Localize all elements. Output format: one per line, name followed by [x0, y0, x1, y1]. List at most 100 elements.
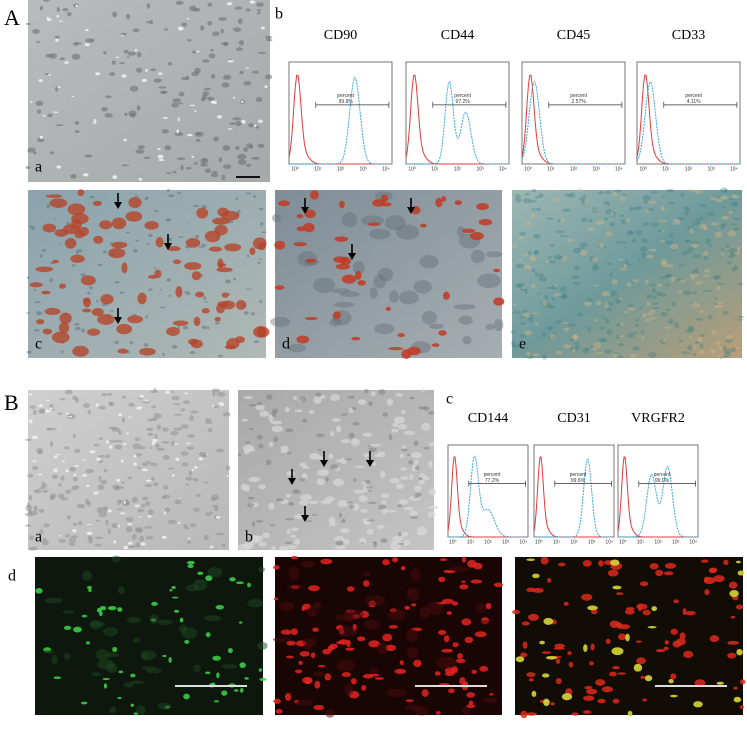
- cell: [690, 241, 700, 245]
- cell: [86, 585, 92, 590]
- cell: [245, 67, 250, 69]
- cell: [243, 541, 255, 550]
- cell: [188, 470, 193, 476]
- cell: [334, 536, 345, 542]
- cell: [564, 193, 572, 198]
- cell: [328, 516, 336, 525]
- cell: [161, 441, 170, 444]
- cell: [256, 434, 263, 440]
- cell: [72, 345, 89, 357]
- cell: [610, 211, 617, 215]
- cell: [612, 698, 620, 704]
- cell: [172, 259, 182, 265]
- cell: [141, 78, 147, 83]
- cell: [598, 560, 604, 567]
- cell: [613, 189, 622, 193]
- cell: [353, 260, 365, 275]
- cell: [451, 601, 459, 606]
- cell: [376, 524, 385, 530]
- cell: [118, 670, 124, 674]
- cell: [121, 34, 124, 37]
- cell: [721, 222, 727, 228]
- cell: [97, 263, 103, 266]
- cell: [147, 418, 156, 422]
- cell: [665, 273, 673, 278]
- cell: [511, 344, 521, 348]
- cell: [264, 85, 268, 89]
- cell: [477, 273, 501, 289]
- cell: [637, 603, 642, 612]
- cell: [645, 318, 651, 322]
- cell: [58, 283, 66, 289]
- cell: [388, 624, 398, 629]
- cell: [245, 288, 252, 290]
- x-tick-label: 10⁰: [291, 166, 299, 172]
- gate-label: percent: [654, 472, 671, 478]
- cell: [45, 399, 50, 402]
- cell: [457, 653, 463, 659]
- cell: [258, 207, 264, 211]
- x-tick-label: 10¹: [431, 166, 439, 172]
- cell: [294, 409, 303, 413]
- cell: [590, 643, 595, 651]
- cell: [707, 212, 716, 216]
- cell: [215, 448, 224, 453]
- cell: [181, 22, 188, 27]
- cell: [195, 139, 201, 142]
- cell: [220, 42, 229, 45]
- cell: [401, 445, 406, 449]
- cell: [572, 281, 581, 286]
- cell: [253, 340, 259, 344]
- cell: [661, 205, 665, 212]
- cell: [374, 677, 384, 680]
- cell: [206, 454, 209, 456]
- cell: [24, 438, 32, 442]
- x-tick-label: 10⁰: [619, 539, 627, 545]
- cell: [515, 283, 521, 288]
- cell: [584, 199, 588, 205]
- cell: [524, 221, 532, 226]
- scale-bar: [415, 685, 487, 687]
- cell: [392, 422, 399, 428]
- cell: [615, 592, 624, 596]
- x-tick-label: 10³: [502, 539, 510, 545]
- cell: [713, 274, 722, 280]
- cell: [355, 270, 362, 280]
- cell: [642, 312, 647, 318]
- cell: [719, 187, 728, 193]
- cell: [394, 668, 407, 675]
- cell: [51, 654, 58, 665]
- cell: [125, 526, 133, 533]
- arrow-head: [164, 243, 172, 250]
- cell: [337, 626, 357, 637]
- cell: [59, 57, 66, 61]
- cell: [154, 210, 159, 213]
- cell: [27, 473, 34, 478]
- cell: [715, 340, 721, 346]
- cell: [64, 238, 77, 249]
- cell: [95, 519, 101, 522]
- cell: [593, 208, 597, 211]
- arrow-head: [301, 207, 309, 214]
- cell: [663, 571, 674, 576]
- cell: [97, 455, 106, 458]
- cell: [678, 264, 686, 267]
- cell: [636, 258, 640, 261]
- cell: [335, 540, 344, 546]
- cell: [162, 654, 167, 658]
- cell: [346, 501, 354, 504]
- cell: [233, 27, 242, 32]
- cell: [121, 74, 127, 78]
- cell: [273, 698, 281, 704]
- cell: [285, 693, 292, 701]
- cell: [524, 288, 528, 295]
- cell: [249, 247, 256, 256]
- x-tick-label: 10³: [593, 166, 601, 172]
- cell: [359, 537, 367, 545]
- cell: [98, 405, 107, 410]
- cell: [238, 621, 243, 624]
- cell: [245, 192, 252, 195]
- cell: [103, 683, 108, 689]
- cell: [615, 240, 622, 244]
- cell: [41, 483, 48, 488]
